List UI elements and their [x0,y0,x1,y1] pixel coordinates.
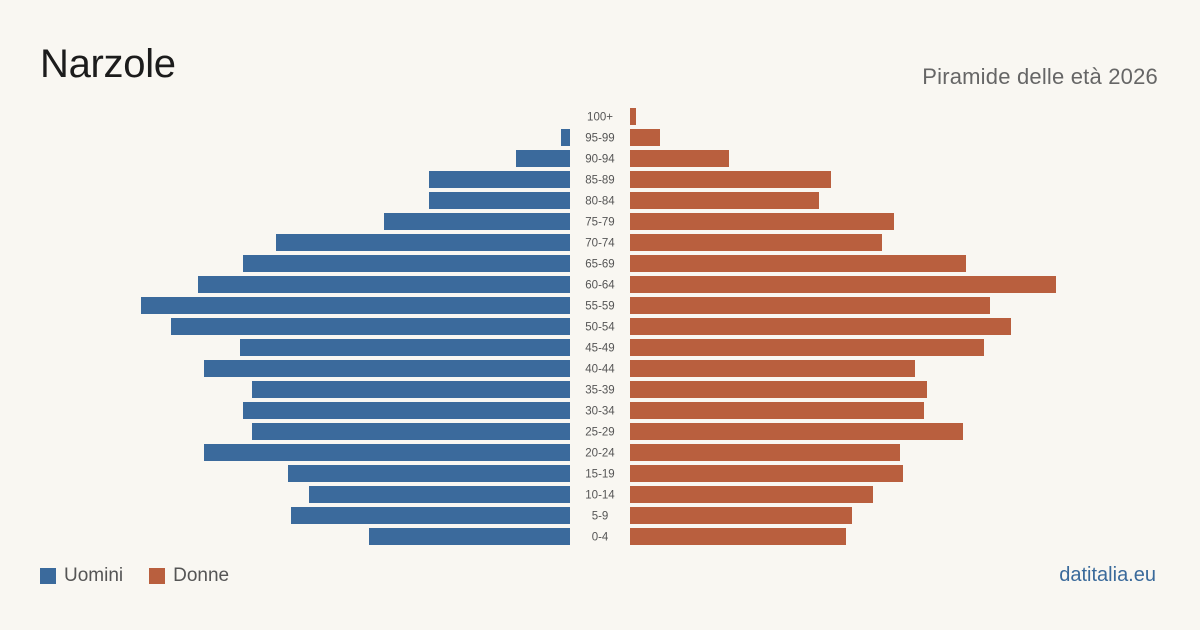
age-label-90-94: 90-94 [585,154,615,166]
bar-women-30-34 [630,402,924,419]
legend-label-women: Donne [173,565,230,586]
bar-women-45-49 [630,339,984,356]
age-label-70-74: 70-74 [585,238,615,250]
bar-men-30-34 [243,402,570,419]
age-label-100plus: 100+ [587,112,613,124]
bar-men-10-14 [309,486,570,503]
age-label-55-59: 55-59 [585,301,614,313]
age-label-0-4: 0-4 [592,532,609,544]
age-label-10-14: 10-14 [585,490,615,502]
age-label-35-39: 35-39 [585,385,614,397]
bar-women-10-14 [630,486,873,503]
legend-item-women: Donne [149,565,229,587]
legend-swatch-men [40,568,56,584]
chart-legend: Uomini Donne [40,565,229,587]
bar-women-15-19 [630,465,903,482]
bar-men-70-74 [276,234,570,251]
bar-women-50-54 [630,318,1011,335]
bar-men-40-44 [204,360,570,377]
bar-men-25-29 [252,423,570,440]
bar-men-5-9 [291,507,570,524]
bar-men-50-54 [171,318,570,335]
bar-men-20-24 [204,444,570,461]
bar-women-35-39 [630,381,927,398]
age-label-80-84: 80-84 [585,196,615,208]
bar-women-100plus [630,108,636,125]
legend-label-men: Uomini [64,565,124,586]
age-label-60-64: 60-64 [585,280,615,292]
bar-women-95-99 [630,129,660,146]
bar-women-85-89 [630,171,831,188]
age-label-30-34: 30-34 [585,406,615,418]
bar-men-85-89 [429,171,570,188]
bar-men-15-19 [288,465,570,482]
chart-subtitle: Piramide delle età 2026 [922,64,1158,89]
age-label-50-54: 50-54 [585,322,615,334]
bar-women-70-74 [630,234,882,251]
bar-women-80-84 [630,192,819,209]
bar-women-20-24 [630,444,900,461]
bar-men-90-94 [516,150,570,167]
age-label-40-44: 40-44 [585,364,615,376]
bar-women-65-69 [630,255,966,272]
bar-men-35-39 [252,381,570,398]
bar-women-55-59 [630,297,990,314]
bar-men-65-69 [243,255,570,272]
bar-men-0-4 [369,528,570,545]
bar-men-55-59 [141,297,570,314]
bar-men-75-79 [384,213,570,230]
bar-women-25-29 [630,423,963,440]
bar-women-5-9 [630,507,852,524]
bar-women-60-64 [630,276,1056,293]
bar-men-80-84 [429,192,570,209]
legend-item-men: Uomini [40,565,123,587]
age-label-20-24: 20-24 [585,448,615,460]
source-link[interactable]: datitalia.eu [1059,564,1156,586]
bar-men-60-64 [198,276,570,293]
bar-women-0-4 [630,528,846,545]
age-label-25-29: 25-29 [585,427,614,439]
age-label-95-99: 95-99 [585,133,614,145]
age-label-45-49: 45-49 [585,343,614,355]
page-title: Narzole [40,42,176,86]
legend-swatch-women [149,568,166,584]
age-label-75-79: 75-79 [585,217,614,229]
bar-women-75-79 [630,213,894,230]
bar-women-90-94 [630,150,729,167]
bar-women-40-44 [630,360,915,377]
age-label-5-9: 5-9 [592,511,609,523]
age-label-85-89: 85-89 [585,175,614,187]
bar-men-95-99 [561,129,570,146]
age-label-15-19: 15-19 [585,469,614,481]
age-label-65-69: 65-69 [585,259,614,271]
bar-men-45-49 [240,339,570,356]
